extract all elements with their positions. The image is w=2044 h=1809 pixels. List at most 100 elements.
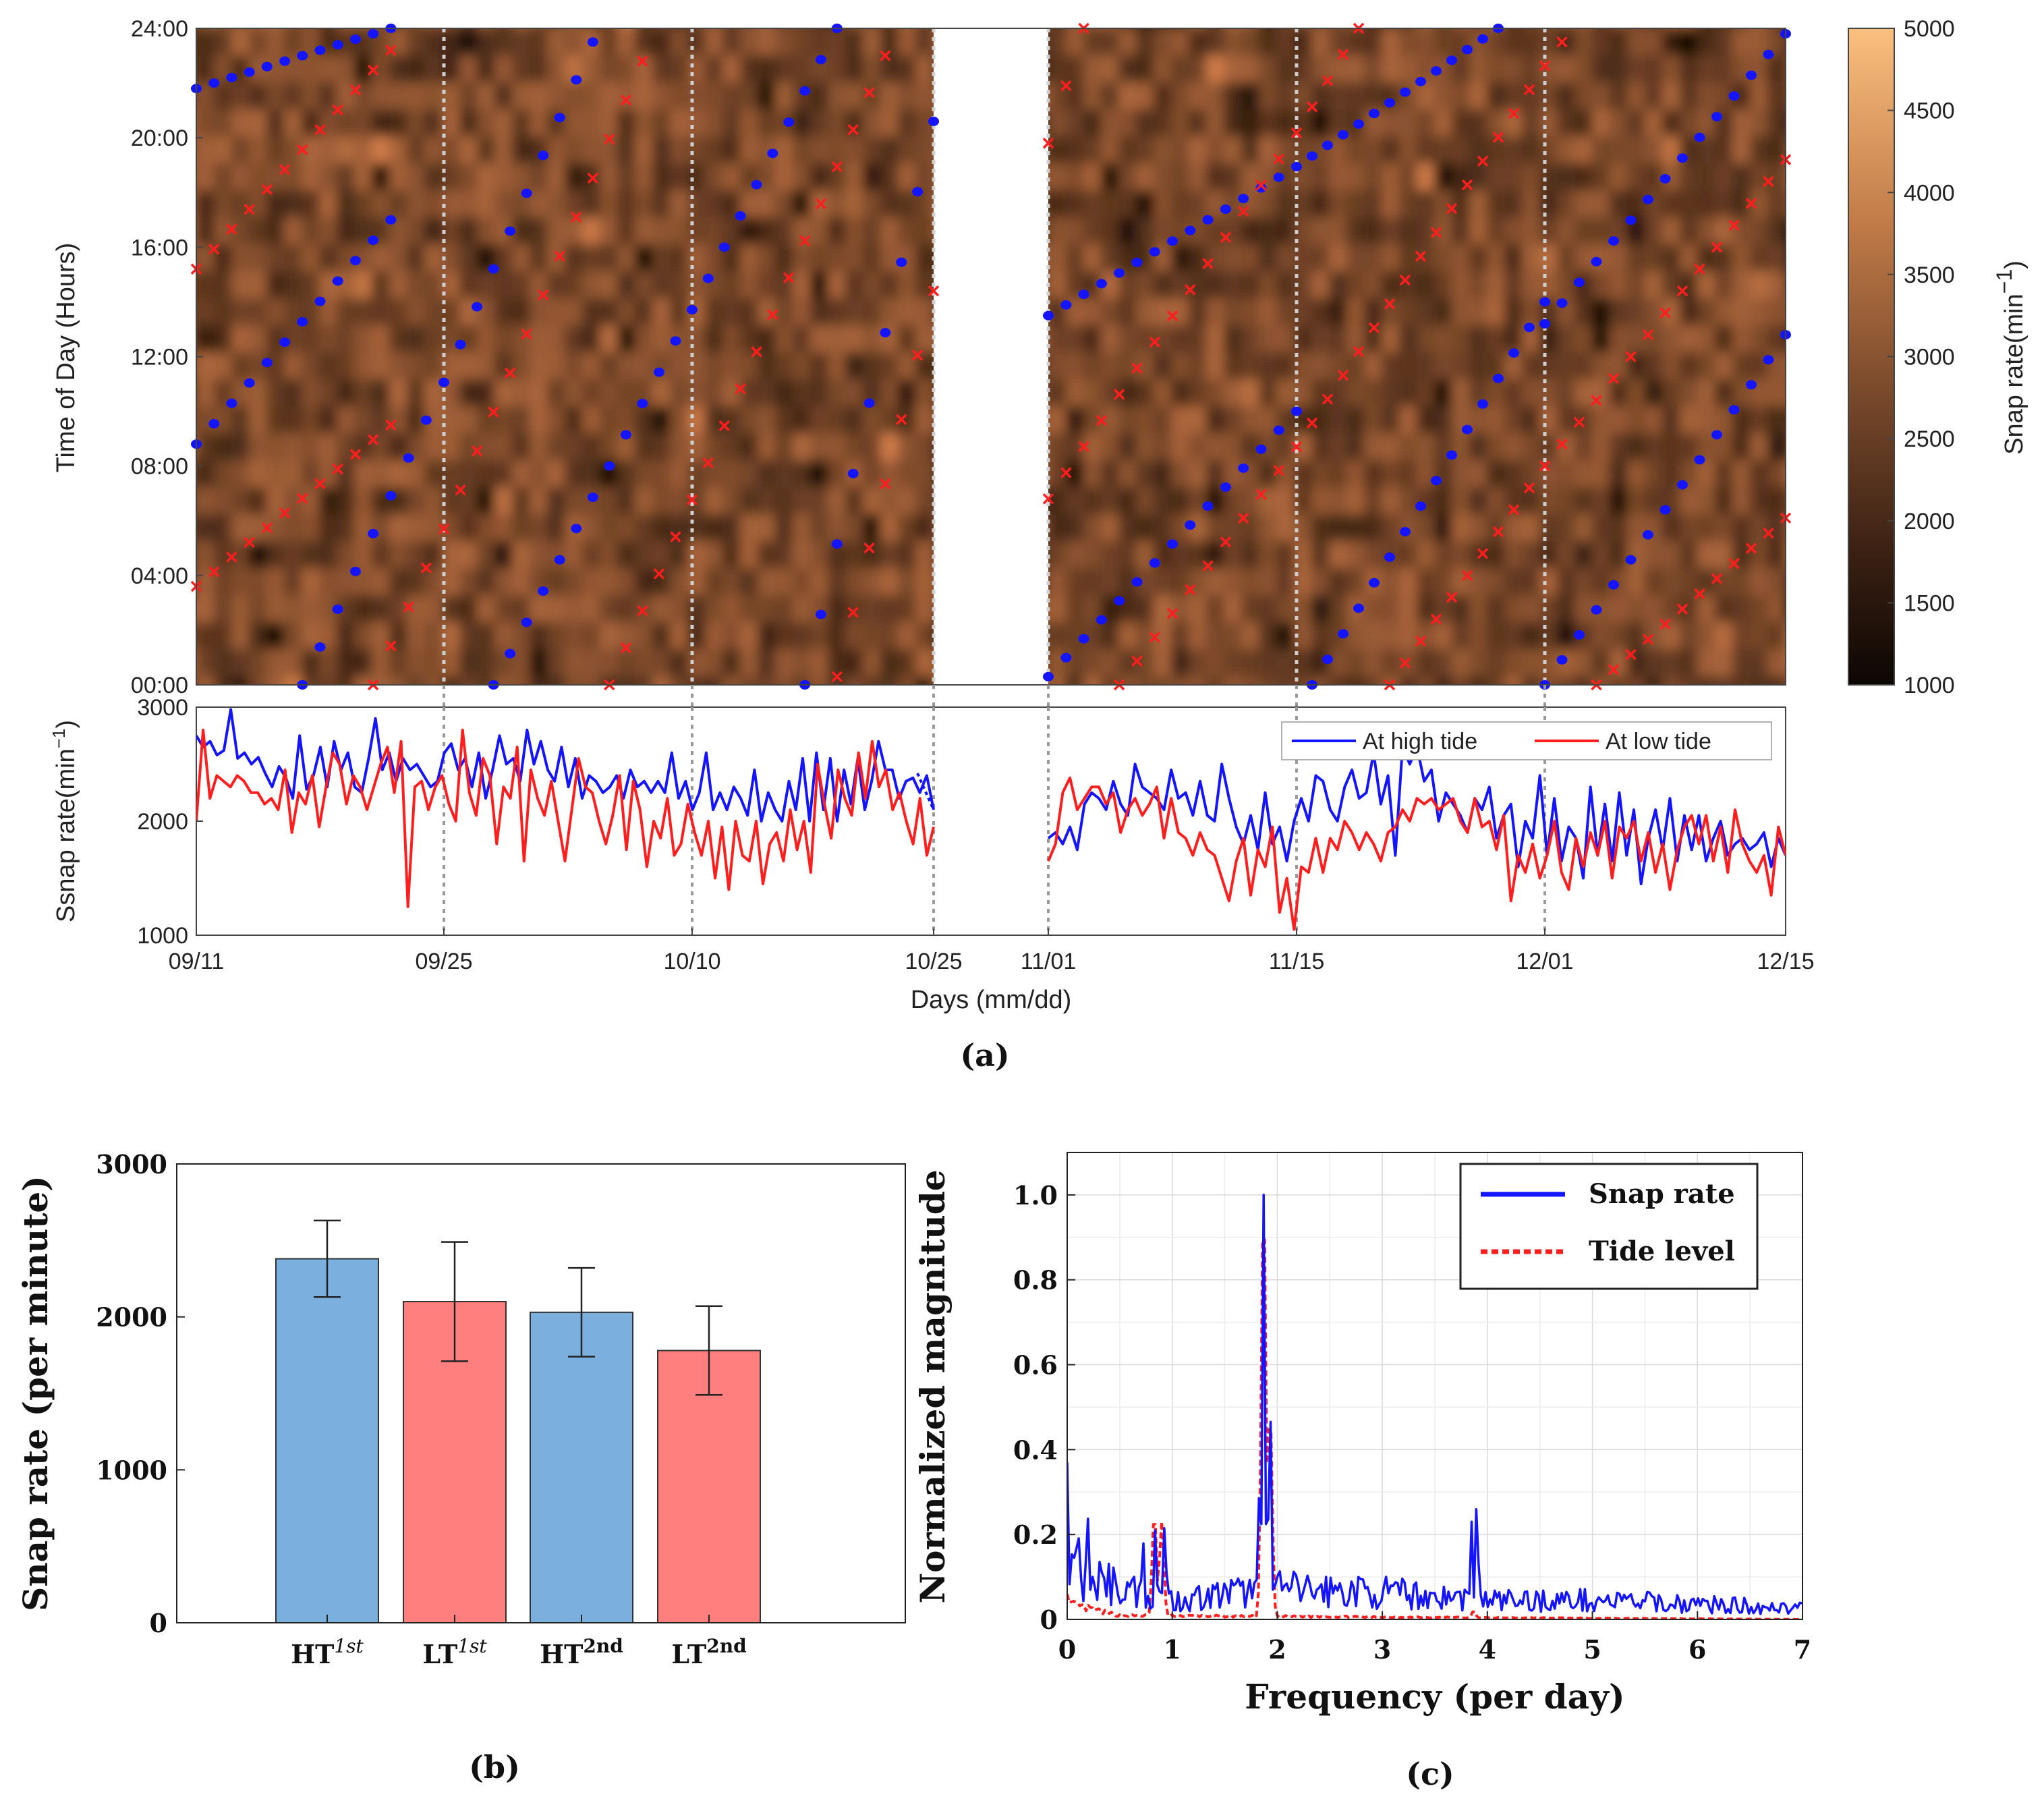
- heatmap-cell: [670, 163, 689, 192]
- heatmap-cell: [319, 514, 338, 542]
- heatmap-cell: [1382, 271, 1400, 300]
- heatmap-cell: [740, 28, 759, 57]
- heatmap-cell: [407, 190, 426, 219]
- heatmap-cell: [1066, 649, 1085, 677]
- heatmap-cell: [1767, 406, 1786, 435]
- heatmap-cell: [266, 109, 285, 138]
- heatmap-cell: [617, 379, 636, 408]
- heatmap-cell: [1680, 541, 1699, 569]
- heatmap-cell: [898, 136, 917, 165]
- heatmap-cell: [407, 244, 426, 273]
- heatmap-cell: [389, 352, 408, 381]
- heatmap-cell: [1574, 487, 1593, 516]
- heatmap-cell: [266, 676, 285, 685]
- heatmap-cell: [1785, 379, 1786, 408]
- heatmap-cell: [1189, 163, 1208, 192]
- heatmap-cell: [1329, 460, 1348, 489]
- heatmap-cell: [793, 541, 812, 569]
- spectrum-x-label: Frequency (per day): [1245, 1677, 1624, 1717]
- heatmap-cell: [1118, 622, 1137, 650]
- low-tide-point: [1642, 329, 1654, 341]
- heatmap-cell: [1487, 28, 1506, 57]
- heatmap-cell: [354, 676, 373, 685]
- low-tide-point: [670, 531, 681, 542]
- heatmap-cell: [319, 55, 338, 84]
- heatmap-cell: [740, 325, 759, 354]
- heatmap-cell: [372, 163, 391, 192]
- heatmap-cell: [1504, 55, 1523, 84]
- heatmap-cell: [1785, 487, 1786, 516]
- heatmap-cell: [828, 298, 847, 327]
- heatmap-cell: [775, 595, 794, 623]
- heatmap-y-label: Time of Day (Hours): [52, 243, 80, 473]
- low-tide-cross-b: [1728, 219, 1740, 231]
- heatmap-cell: [1645, 190, 1664, 219]
- heatmap-cell: [1171, 487, 1190, 516]
- heatmap-cell: [302, 190, 320, 219]
- heatmap-cell: [652, 244, 671, 273]
- low-tide-cross-b: [455, 484, 466, 496]
- heatmap-cell: [1136, 136, 1155, 165]
- heatmap-cell: [266, 136, 285, 165]
- high-tide-point: [244, 378, 255, 388]
- low-tide-cross-b: [1523, 482, 1535, 494]
- heatmap-cell: [1189, 55, 1208, 84]
- heatmap-cell: [1083, 676, 1102, 685]
- line-low-tide-period1: [196, 728, 935, 908]
- heatmap-cell: [1171, 649, 1190, 677]
- heatmap-cell: [337, 487, 356, 516]
- line-high-tide-period1: [196, 708, 935, 823]
- heatmap-cell: [1697, 271, 1716, 300]
- heatmap-cell: [1171, 298, 1190, 327]
- spectrum-y-ticklabel-3: 0.6: [1013, 1350, 1058, 1381]
- heatmap-cell: [1066, 136, 1085, 165]
- heatmap-cell: [670, 217, 689, 246]
- heatmap-cell: [1224, 514, 1243, 542]
- low-tide-cross-b: [1492, 526, 1504, 538]
- heatmap-cell: [810, 109, 829, 138]
- heatmap-cell: [1118, 487, 1137, 516]
- low-tide-point: [1763, 175, 1774, 188]
- heatmap-cell: [266, 28, 285, 57]
- heatmap-cell: [1206, 82, 1225, 111]
- low-tide-cross-b: [767, 309, 778, 321]
- legend-label-snap-rate: Snap rate: [1589, 1178, 1735, 1210]
- low-tide-cross-b: [1508, 107, 1520, 119]
- heatmap-cell: [1750, 271, 1769, 300]
- heatmap-cell: [1189, 379, 1208, 408]
- heatmap-cell: [1767, 595, 1786, 623]
- heatmap-cell: [1662, 595, 1681, 623]
- low-tide-point: [521, 328, 532, 340]
- heatmap-cell: [1697, 487, 1716, 516]
- heatmap-cell: [1802, 136, 1821, 165]
- low-tide-point: [1461, 569, 1473, 582]
- heatmap-cell: [687, 433, 706, 462]
- heatmap-cell: [1469, 82, 1488, 111]
- heatmap-cell: [477, 271, 496, 300]
- heatmap-cell: [1276, 487, 1295, 516]
- heatmap-cell: [494, 190, 513, 219]
- heatmap-cell: [1329, 487, 1348, 516]
- spectrum-frame: [1067, 1152, 1803, 1620]
- heatmap-cell: [1557, 325, 1576, 354]
- heatmap-cell: [1364, 298, 1383, 327]
- heatmap-cell: [1732, 28, 1751, 30]
- heatmap-cell: [915, 460, 934, 489]
- heatmap-cell: [740, 406, 759, 435]
- heatmap-cell: [547, 622, 566, 650]
- heatmap-cell: [1645, 109, 1664, 138]
- heatmap-cell: [722, 460, 741, 489]
- heatmap-cell: [1171, 136, 1190, 165]
- heatmap-cell: [1066, 190, 1085, 219]
- heatmap-cell: [1083, 163, 1102, 192]
- heatmap-cell: [1697, 649, 1716, 677]
- heatmap-cell: [1206, 406, 1225, 435]
- heatmap-cell: [1802, 298, 1821, 327]
- heatmap-cell: [1417, 28, 1436, 30]
- heatmap-cell: [1259, 541, 1278, 569]
- heatmap-cell: [1048, 622, 1067, 650]
- heatmap-cell: [1417, 514, 1436, 542]
- heatmap-cell: [1083, 541, 1102, 569]
- heatmap-cell: [793, 649, 812, 677]
- heatmap-cell: [1364, 82, 1383, 111]
